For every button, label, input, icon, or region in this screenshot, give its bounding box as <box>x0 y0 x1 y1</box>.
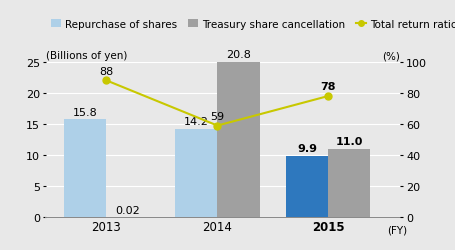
Text: 9.9: 9.9 <box>297 144 317 154</box>
Bar <box>175 130 217 218</box>
Legend: Repurchase of shares, Treasury share cancellation, Total return ratio: Repurchase of shares, Treasury share can… <box>51 20 455 30</box>
Text: (%): (%) <box>383 51 400 61</box>
Text: 14.2: 14.2 <box>184 117 209 127</box>
Text: 15.8: 15.8 <box>73 107 98 117</box>
Bar <box>329 149 370 218</box>
Text: 59: 59 <box>210 112 224 122</box>
Text: 0.02: 0.02 <box>115 205 140 215</box>
Text: 88: 88 <box>99 66 114 76</box>
Text: 78: 78 <box>321 82 336 92</box>
Bar <box>217 62 259 218</box>
Text: 11.0: 11.0 <box>336 137 363 147</box>
Bar <box>286 156 329 218</box>
Text: (FY): (FY) <box>387 225 407 235</box>
Bar <box>64 120 106 218</box>
Text: 20.8: 20.8 <box>226 50 251 60</box>
Text: (Billions of yen): (Billions of yen) <box>46 51 127 61</box>
